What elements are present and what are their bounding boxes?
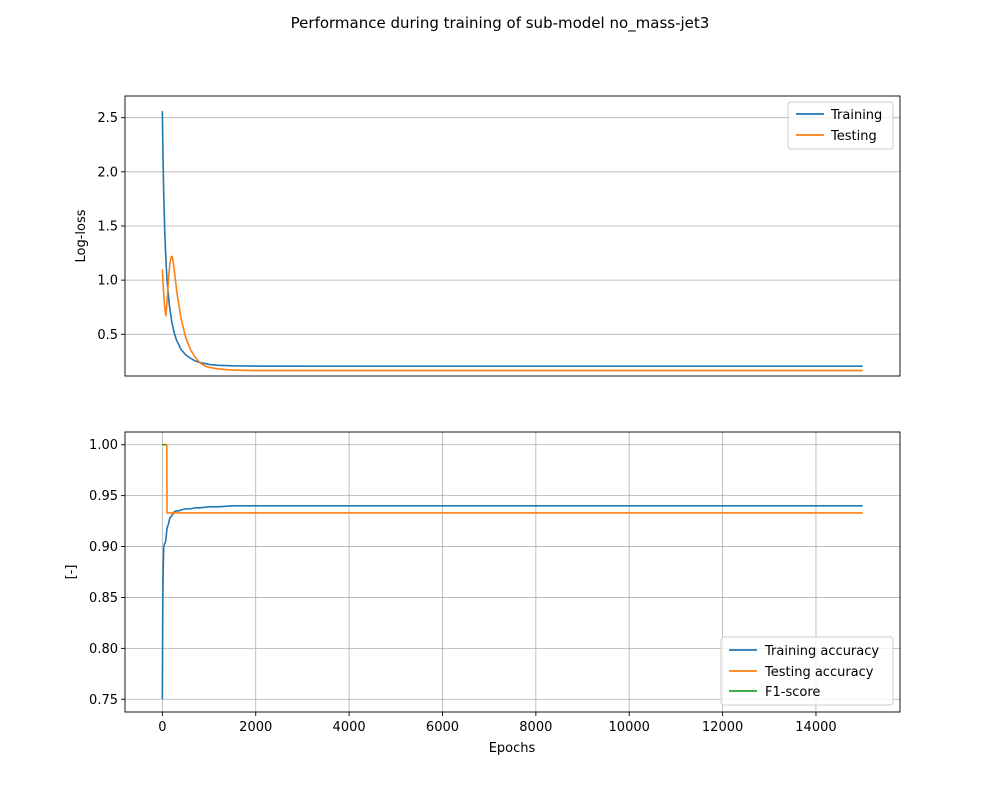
series-line-training	[161, 111, 863, 367]
accuracy-ytick-label: 0.75	[89, 693, 118, 708]
accuracy-xtick-label: 10000	[609, 720, 650, 735]
log-loss-ytick-label: 1.0	[97, 274, 118, 289]
log-loss-ylabel: Log-loss	[74, 209, 89, 262]
accuracy-series	[161, 443, 863, 700]
accuracy-ticks: 0.75 0.80 0.85 0.90 0.95 1.00 0 2000 4000 6000 800…	[89, 438, 837, 735]
log-loss-legend: Training Testing	[787, 101, 894, 150]
accuracy-ytick-label: 0.95	[89, 489, 118, 504]
accuracy-legend-box	[720, 636, 894, 706]
legend-label-training: Training	[830, 108, 882, 123]
accuracy-xtick-label: 4000	[333, 720, 366, 735]
accuracy-axes-frame	[124, 431, 901, 713]
accuracy-legend: Training accuracy Testing accuracy F1-sc…	[720, 636, 894, 706]
accuracy-xtick-label: 12000	[702, 720, 743, 735]
log-loss-ytick-label: 2.5	[97, 111, 118, 126]
log-loss-ytick-label: 1.5	[97, 219, 118, 234]
figure-title: Performance during training of sub-model…	[291, 14, 710, 33]
log-loss-grid	[125, 117, 900, 335]
accuracy-xtick-label: 6000	[426, 720, 459, 735]
log-loss-subplot: 0.5 1.0 1.5 2.0 2.5 Log-loss Training Testin…	[74, 95, 901, 377]
accuracy-ytick-label: 1.00	[89, 438, 118, 453]
series-line-training-accuracy	[161, 505, 863, 700]
accuracy-subplot: 0.75 0.80 0.85 0.90 0.95 1.00 0 2000 4000 6000 800…	[64, 431, 901, 756]
accuracy-ytick-label: 0.90	[89, 540, 118, 555]
series-line-testing-accuracy	[162, 443, 863, 514]
log-loss-ticks: 0.5 1.0 1.5 2.0 2.5	[97, 111, 125, 343]
legend-label-testing: Testing	[830, 129, 877, 144]
legend-label-training-accuracy: Training accuracy	[764, 644, 879, 659]
log-loss-ytick-label: 2.0	[97, 165, 118, 180]
series-line-testing	[161, 255, 863, 372]
log-loss-series	[161, 111, 863, 372]
log-loss-ytick-label: 0.5	[97, 328, 118, 343]
accuracy-xtick-label: 14000	[795, 720, 836, 735]
legend-label-testing-accuracy: Testing accuracy	[764, 665, 874, 680]
epochs-xlabel: Epochs	[489, 741, 536, 756]
accuracy-xtick-label: 2000	[239, 720, 272, 735]
log-loss-axes-frame	[124, 95, 901, 377]
accuracy-xtick-label: 0	[158, 720, 166, 735]
accuracy-ytick-label: 0.85	[89, 591, 118, 606]
legend-label-f1-score: F1-score	[765, 685, 820, 700]
accuracy-ytick-label: 0.80	[89, 642, 118, 657]
accuracy-xtick-label: 8000	[519, 720, 552, 735]
accuracy-ylabel: [-]	[64, 565, 79, 580]
